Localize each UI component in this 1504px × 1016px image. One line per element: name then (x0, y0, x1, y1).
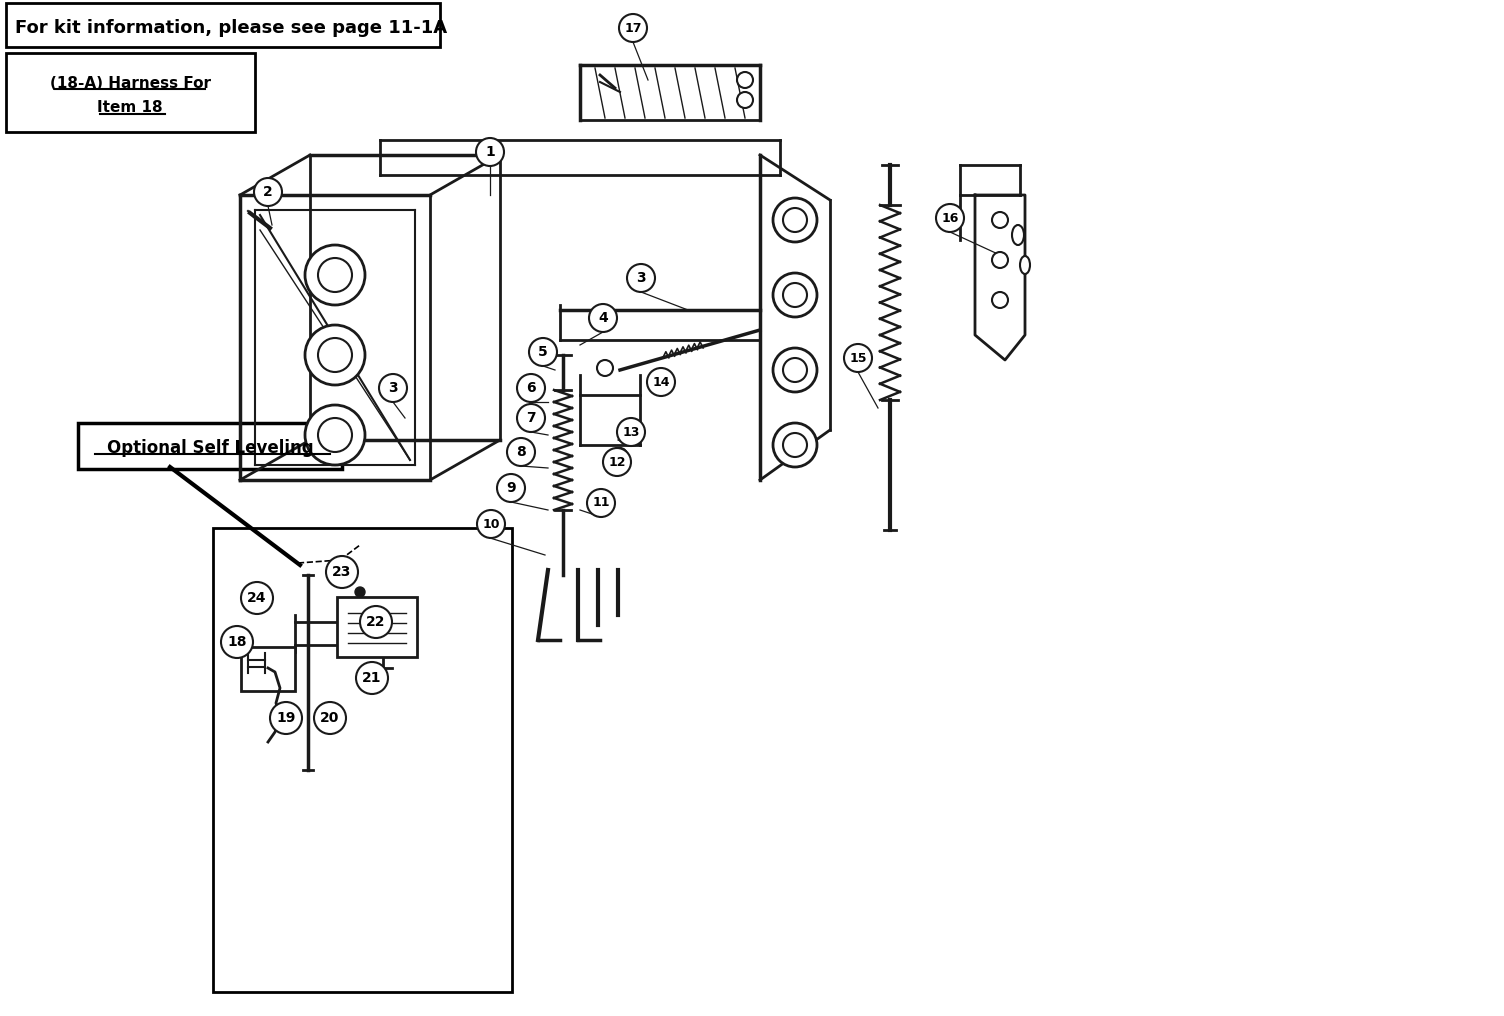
Circle shape (587, 489, 615, 517)
Circle shape (773, 348, 817, 392)
Circle shape (784, 208, 808, 232)
Text: 14: 14 (653, 376, 669, 388)
Circle shape (314, 702, 346, 734)
Circle shape (737, 92, 754, 108)
Circle shape (355, 587, 365, 597)
Text: 18: 18 (227, 635, 247, 649)
Circle shape (844, 344, 872, 372)
FancyBboxPatch shape (78, 423, 341, 469)
Circle shape (620, 14, 647, 42)
Circle shape (737, 72, 754, 88)
Text: 2: 2 (263, 185, 272, 199)
Circle shape (993, 292, 1008, 308)
Circle shape (773, 273, 817, 317)
Text: 13: 13 (623, 426, 639, 439)
Circle shape (507, 438, 535, 466)
Circle shape (773, 423, 817, 467)
Text: 7: 7 (526, 411, 535, 425)
Text: 12: 12 (608, 455, 626, 468)
Circle shape (784, 358, 808, 382)
Text: 3: 3 (388, 381, 399, 395)
Circle shape (359, 606, 393, 638)
Circle shape (254, 178, 283, 206)
Text: 3: 3 (636, 271, 645, 285)
Text: 8: 8 (516, 445, 526, 459)
Circle shape (784, 283, 808, 307)
Circle shape (614, 448, 627, 462)
Circle shape (477, 510, 505, 538)
Circle shape (647, 368, 675, 396)
Text: 24: 24 (247, 591, 266, 605)
Circle shape (305, 405, 365, 465)
Text: 20: 20 (320, 711, 340, 725)
Text: 6: 6 (526, 381, 535, 395)
Ellipse shape (1020, 256, 1030, 274)
Text: 1: 1 (486, 145, 495, 158)
Circle shape (517, 404, 544, 432)
Text: 15: 15 (850, 352, 866, 365)
Circle shape (305, 245, 365, 305)
Circle shape (603, 448, 632, 477)
Text: 10: 10 (483, 517, 499, 530)
Circle shape (317, 418, 352, 452)
Text: 9: 9 (507, 481, 516, 495)
Text: 4: 4 (599, 311, 608, 325)
Circle shape (617, 418, 645, 446)
Circle shape (326, 556, 358, 588)
Circle shape (993, 212, 1008, 228)
FancyBboxPatch shape (337, 597, 417, 657)
Circle shape (784, 433, 808, 457)
Circle shape (627, 264, 656, 292)
Circle shape (221, 626, 253, 658)
Text: 16: 16 (942, 211, 958, 225)
Circle shape (379, 374, 408, 402)
Circle shape (317, 258, 352, 292)
Circle shape (597, 360, 614, 376)
Circle shape (632, 426, 644, 438)
Text: 17: 17 (624, 21, 642, 35)
Circle shape (271, 702, 302, 734)
Text: Optional Self Leveling: Optional Self Leveling (107, 439, 313, 457)
Text: (18-A) Harness For: (18-A) Harness For (50, 75, 211, 90)
Text: 19: 19 (277, 711, 296, 725)
FancyBboxPatch shape (241, 647, 295, 691)
Text: Item 18: Item 18 (98, 101, 162, 116)
Circle shape (496, 474, 525, 502)
Circle shape (935, 204, 964, 232)
Text: 22: 22 (367, 615, 385, 629)
Circle shape (529, 338, 556, 366)
FancyBboxPatch shape (6, 53, 256, 132)
Text: 11: 11 (593, 497, 609, 509)
Circle shape (241, 582, 274, 614)
Text: 21: 21 (362, 671, 382, 685)
Ellipse shape (1012, 225, 1024, 245)
Circle shape (517, 374, 544, 402)
FancyBboxPatch shape (6, 3, 441, 47)
Circle shape (317, 338, 352, 372)
Text: For kit information, please see page 11-1A: For kit information, please see page 11-… (15, 19, 447, 37)
Circle shape (993, 252, 1008, 268)
Circle shape (475, 138, 504, 166)
Circle shape (305, 325, 365, 385)
Circle shape (356, 662, 388, 694)
Circle shape (773, 198, 817, 242)
FancyBboxPatch shape (214, 528, 511, 992)
Text: 23: 23 (332, 565, 352, 579)
Text: 5: 5 (538, 345, 547, 359)
Circle shape (590, 304, 617, 332)
